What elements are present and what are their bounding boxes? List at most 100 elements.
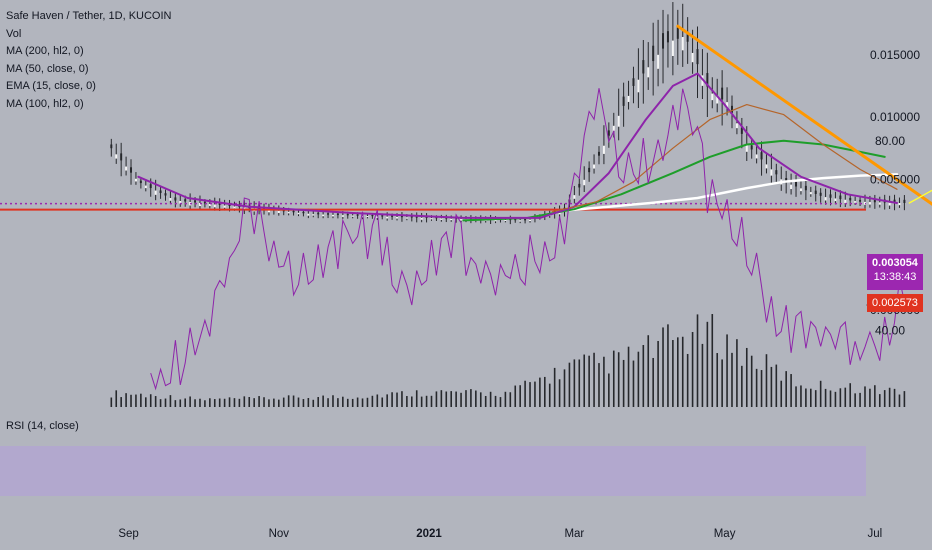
candle-body (125, 166, 128, 171)
candle-body (578, 183, 581, 188)
rsi-band (0, 446, 866, 496)
volume-bar (869, 388, 871, 407)
candle-body (686, 31, 689, 42)
candle-body (622, 96, 625, 106)
volume-bar (593, 352, 595, 407)
candle-body (706, 73, 709, 87)
volume-bar (647, 335, 650, 407)
price-tick-label: 0.005000 (870, 172, 920, 186)
candle-body (386, 216, 389, 219)
volume-bar (544, 376, 546, 407)
volume-bar (332, 395, 334, 407)
volume-bar (494, 395, 497, 407)
candle-body (381, 215, 384, 217)
volume-bar (553, 367, 556, 407)
candle-body (691, 52, 694, 63)
candle-body (642, 60, 645, 74)
volume-bar (731, 352, 733, 407)
volume-bar (307, 398, 310, 407)
candle-body (898, 203, 901, 206)
support-price-tag[interactable]: 0.002573 (867, 294, 923, 312)
volume-bar (903, 391, 906, 407)
legend-ema15[interactable]: EMA (15, close, 0) (6, 80, 96, 92)
volume-bar (371, 395, 374, 407)
candle-body (213, 204, 216, 208)
candle-body (203, 201, 206, 204)
candle-body (494, 219, 497, 222)
candle-body (514, 219, 517, 221)
volume-bar (622, 359, 625, 407)
candle-body (666, 31, 669, 43)
candle-body (755, 154, 758, 159)
volume-bar (263, 397, 265, 407)
candle-body (726, 102, 729, 109)
volume-bar (795, 386, 797, 407)
candle-body (657, 54, 660, 69)
candle-body (376, 216, 379, 218)
volume-bar (583, 354, 586, 407)
rsi-title[interactable]: RSI (14, close) (6, 420, 79, 432)
volume-bar (253, 398, 255, 407)
volume-bar (159, 399, 162, 407)
legend-ma50[interactable]: MA (50, close, 0) (6, 62, 89, 75)
candle-body (405, 217, 408, 219)
candle-body (277, 210, 280, 213)
volume-bar (243, 396, 246, 407)
rsi-line (150, 88, 905, 391)
candle-body (154, 190, 157, 195)
candle-body (716, 96, 719, 104)
legend-ma100[interactable]: MA (100, hl2, 0) (6, 97, 84, 110)
volume-bar (327, 398, 329, 407)
candle-body (617, 115, 620, 127)
candle-body (593, 164, 596, 169)
volume-bar (110, 397, 113, 407)
volume-bar (539, 377, 541, 407)
volume-bar (691, 332, 694, 407)
candle-body (829, 194, 832, 198)
chart-title: Safe Haven / Tether, 1D, KUCOIN (6, 10, 172, 22)
candle-body (115, 154, 118, 159)
candle-body (184, 199, 187, 202)
volume-bar (819, 380, 822, 407)
volume-bar (223, 398, 226, 407)
candle-body (327, 213, 330, 215)
volume-bar (228, 397, 231, 407)
volume-bar (509, 392, 512, 407)
volume-bar (455, 391, 457, 407)
candle-body (504, 220, 507, 222)
volume-bar (883, 390, 886, 407)
volume-bar (578, 359, 581, 407)
legend-vol[interactable]: Vol (6, 27, 22, 40)
candle-body (790, 184, 793, 190)
legend-ma200[interactable]: MA (200, hl2, 0) (6, 45, 84, 57)
candle-body (351, 215, 354, 217)
candle-body (849, 197, 852, 201)
candle-body (312, 214, 315, 216)
volume-bar (711, 314, 714, 407)
candle-body (868, 202, 871, 205)
volume-bar (849, 383, 852, 407)
volume-bar (681, 336, 684, 407)
volume-bar (642, 345, 645, 407)
volume-bar (741, 365, 743, 407)
volume-bar (839, 388, 842, 407)
current-price-tag[interactable]: 0.003054 13:38:43 (867, 254, 923, 290)
candle-body (573, 195, 576, 199)
volume-bar (475, 390, 477, 407)
volume-bar (563, 369, 566, 407)
volume-bar (450, 391, 453, 407)
volume-bar (770, 366, 773, 407)
volume-bar (652, 357, 654, 407)
volume-bar (854, 393, 856, 407)
volume-bar (277, 399, 280, 407)
volume-bars (110, 314, 906, 407)
candle-body (194, 200, 197, 203)
volume-bar (573, 359, 576, 407)
volume-bar (760, 370, 763, 407)
volume-bar (755, 368, 758, 407)
time-tick-label: 2021 (416, 528, 442, 540)
volume-bar (430, 395, 433, 407)
volume-bar (632, 360, 635, 407)
candle-body (287, 211, 290, 214)
